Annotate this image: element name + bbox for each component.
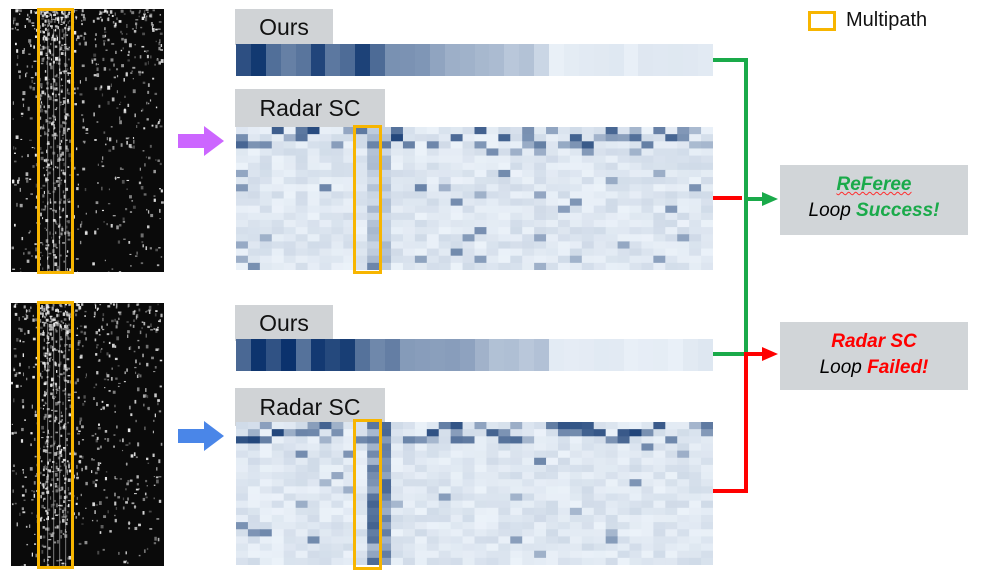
legend: Multipath <box>808 9 927 32</box>
radarsc-status: Failed! <box>867 357 929 378</box>
multipath-box-heatmap-bottom <box>353 419 382 570</box>
descriptor-cell <box>280 339 296 371</box>
descriptor-cell <box>295 44 311 76</box>
descriptor-cell <box>534 339 550 371</box>
radar-image-bottom <box>11 303 164 566</box>
right-arrow-icon-top <box>178 126 224 156</box>
right-arrow-icon-bottom <box>178 421 224 451</box>
multipath-box-radar-top <box>37 8 74 274</box>
green-arrowhead-icon <box>762 192 778 206</box>
descriptor-cell <box>489 44 505 76</box>
descriptor-cell <box>340 44 356 76</box>
descriptor-cell <box>444 339 460 371</box>
descriptor-cell <box>295 339 311 371</box>
descriptor-cell <box>698 339 713 371</box>
descriptor-cell <box>519 339 535 371</box>
descriptor-cell <box>653 44 669 76</box>
descriptor-cell <box>578 339 594 371</box>
descriptor-cell <box>310 44 326 76</box>
descriptor-cell <box>504 339 520 371</box>
descriptor-cell <box>519 44 535 76</box>
descriptor-cell <box>399 339 415 371</box>
multipath-box-heatmap-top <box>353 125 382 274</box>
red-connector <box>713 196 764 493</box>
descriptor-cell <box>265 339 281 371</box>
descriptor-cell <box>340 339 356 371</box>
ours-label-top: Ours <box>235 9 333 45</box>
radarsc-heatmap-bottom <box>236 422 713 565</box>
descriptor-cell <box>459 44 475 76</box>
radarsc-label-top: Radar SC <box>235 89 385 127</box>
descriptor-cell <box>623 339 639 371</box>
radarsc-result-name: Radar SC <box>831 331 917 352</box>
descriptor-cell <box>265 44 281 76</box>
descriptor-cell <box>370 44 386 76</box>
referee-loop-prefix: Loop <box>808 200 857 221</box>
descriptor-cell <box>578 44 594 76</box>
descriptor-cell <box>385 44 400 76</box>
descriptor-cell <box>414 339 430 371</box>
descriptor-cell <box>459 339 475 371</box>
descriptor-cell <box>310 339 326 371</box>
ours-descriptor-top <box>236 44 713 76</box>
descriptor-cell <box>623 44 639 76</box>
descriptor-cell <box>429 44 445 76</box>
descriptor-cell <box>325 44 341 76</box>
radarsc-loop-prefix: Loop <box>819 357 868 378</box>
descriptor-cell <box>355 339 371 371</box>
descriptor-cell <box>399 44 415 76</box>
descriptor-cell <box>608 44 624 76</box>
descriptor-cell <box>698 44 713 76</box>
result-box-radarsc: Radar SC Loop Failed! <box>780 322 968 390</box>
descriptor-cell <box>534 44 550 76</box>
descriptor-cell <box>653 339 669 371</box>
descriptor-cell <box>638 339 654 371</box>
descriptor-cell <box>355 44 371 76</box>
descriptor-cell <box>668 44 684 76</box>
green-connector <box>713 58 764 356</box>
result-box-referee: ReFeree Loop Success! <box>780 165 968 235</box>
descriptor-cell <box>385 339 400 371</box>
descriptor-cell <box>593 339 609 371</box>
radarsc-label-text-bottom: Radar SC <box>259 393 361 420</box>
descriptor-cell <box>608 339 624 371</box>
referee-name: ReFeree <box>836 174 912 195</box>
legend-label: Multipath <box>846 9 928 31</box>
descriptor-cell <box>683 339 699 371</box>
descriptor-cell <box>593 44 609 76</box>
radarsc-label-text-top: Radar SC <box>259 94 361 121</box>
ours-label-text-bottom: Ours <box>259 309 309 336</box>
ours-descriptor-bottom <box>236 339 713 371</box>
descriptor-cell <box>638 44 654 76</box>
descriptor-cell <box>563 44 579 76</box>
descriptor-cell <box>683 44 699 76</box>
multipath-box-radar-bottom <box>37 301 74 569</box>
descriptor-cell <box>250 339 266 371</box>
descriptor-cell <box>489 339 505 371</box>
descriptor-cell <box>563 339 579 371</box>
descriptor-cell <box>444 44 460 76</box>
descriptor-cell <box>236 339 251 371</box>
descriptor-cell <box>236 44 251 76</box>
descriptor-cell <box>370 339 386 371</box>
descriptor-cell <box>504 44 520 76</box>
descriptor-cell <box>280 44 296 76</box>
referee-status: Success! <box>856 200 940 221</box>
radarsc-heatmap-top <box>236 127 713 270</box>
multipath-legend-swatch <box>808 10 836 31</box>
descriptor-cell <box>668 339 684 371</box>
descriptor-cell <box>549 44 564 76</box>
descriptor-cell <box>250 44 266 76</box>
red-arrowhead-icon <box>762 347 778 361</box>
ours-label-bottom: Ours <box>235 305 333 341</box>
descriptor-cell <box>414 44 430 76</box>
ours-label-text-top: Ours <box>259 13 309 40</box>
descriptor-cell <box>549 339 564 371</box>
descriptor-cell <box>429 339 445 371</box>
descriptor-cell <box>474 339 490 371</box>
descriptor-cell <box>325 339 341 371</box>
descriptor-cell <box>474 44 490 76</box>
